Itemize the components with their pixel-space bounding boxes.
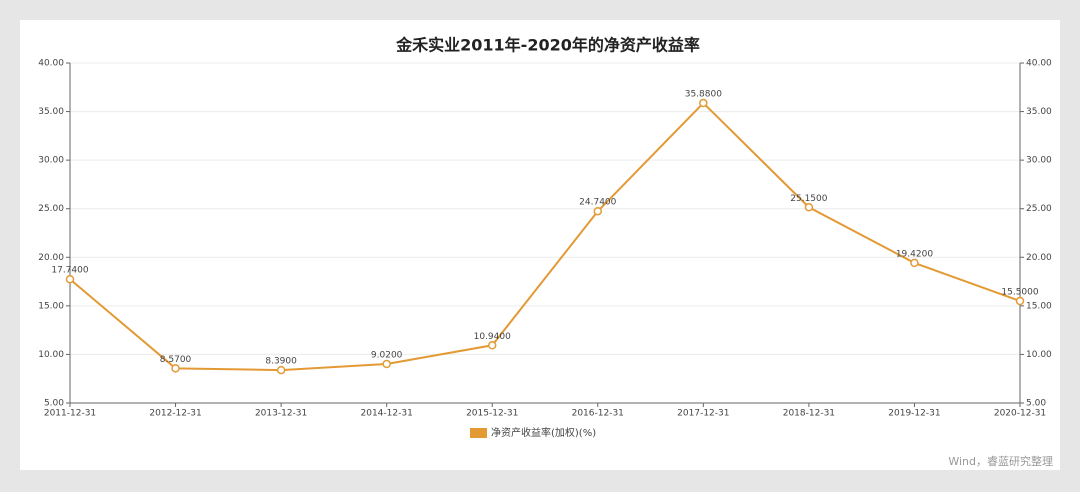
y2-tick-label: 20.00: [1026, 253, 1052, 263]
data-label: 35.8800: [685, 90, 722, 100]
data-label: 8.5700: [160, 355, 192, 365]
series-line: [69, 101, 1021, 372]
data-label: 24.7400: [579, 198, 616, 208]
x-tick-label: 2017-12-31: [677, 409, 729, 419]
data-label: 15.5000: [1001, 288, 1038, 298]
x-tick-label: 2020-12-31: [994, 409, 1046, 419]
x-tick-label: 2018-12-31: [783, 409, 835, 419]
y-tick-label: 30.00: [38, 156, 64, 166]
data-label: 8.3900: [265, 357, 297, 367]
x-tick-label: 2014-12-31: [361, 409, 413, 419]
data-point: [699, 98, 708, 108]
data-point: [382, 359, 391, 369]
y-tick-label: 10.00: [38, 350, 64, 360]
data-point: [804, 203, 814, 212]
data-label: 25.1500: [790, 194, 827, 204]
data-point: [593, 206, 603, 216]
legend-label: 净资产收益率(加权)(%): [491, 426, 596, 439]
chart-title: 金禾实业2011年-2020年的净资产收益率: [395, 36, 700, 55]
x-tick-label: 2013-12-31: [255, 409, 307, 419]
y2-tick-label: 10.00: [1026, 350, 1052, 360]
data-label: 17.7400: [51, 266, 88, 276]
y-tick-label: 5.00: [44, 399, 64, 409]
x-tick-label: 2011-12-31: [44, 409, 96, 419]
x-tick-label: 2015-12-31: [466, 409, 518, 419]
y-tick-label: 40.00: [38, 59, 64, 69]
data-label: 9.0200: [371, 350, 403, 360]
legend-swatch: [470, 428, 487, 438]
data-point: [1015, 296, 1025, 306]
y2-tick-label: 5.00: [1026, 399, 1046, 409]
y2-tick-label: 30.00: [1026, 156, 1052, 166]
data-point: [487, 341, 497, 350]
data-point: [910, 258, 919, 268]
data-label: 10.9400: [474, 332, 511, 342]
x-tick-label: 2016-12-31: [572, 409, 624, 419]
y2-tick-label: 15.00: [1026, 301, 1052, 311]
x-tick-label: 2019-12-31: [888, 409, 940, 419]
y-tick-label: 20.00: [38, 253, 64, 263]
data-point: [171, 364, 180, 373]
y2-tick-label: 35.00: [1026, 107, 1052, 117]
y-tick-label: 15.00: [38, 301, 64, 311]
card: [20, 20, 1060, 470]
y2-tick-label: 40.00: [1026, 59, 1052, 69]
source-note: Wind，睿蓝研究整理: [948, 454, 1053, 468]
data-point: [276, 365, 286, 375]
data-point: [65, 274, 75, 284]
y-tick-label: 25.00: [38, 204, 64, 214]
data-label: 19.4200: [896, 249, 933, 259]
y2-tick-label: 25.00: [1026, 204, 1052, 214]
y-tick-label: 35.00: [38, 107, 64, 117]
x-tick-label: 2012-12-31: [149, 409, 201, 419]
